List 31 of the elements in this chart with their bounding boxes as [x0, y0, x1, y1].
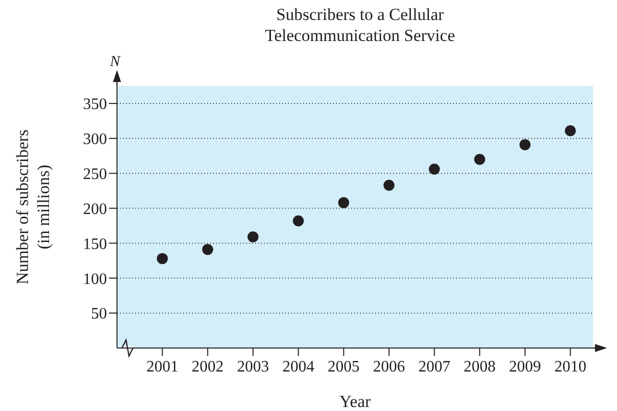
y-tick-label: 150	[83, 236, 107, 253]
y-tick-label: 250	[83, 166, 107, 184]
x-tick-label: 2010	[554, 358, 586, 376]
x-tick-label: 2002	[192, 358, 224, 376]
y-axis-title: Number of subscribers (in millions)	[13, 130, 53, 284]
x-tick-label: 2007	[418, 358, 450, 376]
point	[292, 215, 304, 226]
chart-title: Subscribers to a Cellular Telecommunication Service	[265, 5, 455, 45]
point	[248, 231, 258, 242]
text: N	[108, 54, 121, 70]
y-tick-label: 350	[83, 96, 107, 114]
point	[384, 180, 394, 191]
x-tick-label: 2009	[509, 358, 541, 376]
point	[474, 154, 486, 165]
x-tick-label: 2003	[237, 358, 269, 376]
point	[564, 125, 576, 136]
point	[202, 244, 214, 255]
x-tick-label: 2005	[328, 358, 360, 376]
x-axis-title: Year	[339, 392, 371, 411]
y-tick-label: 300	[83, 131, 107, 148]
x-tick-label: 2001	[146, 358, 178, 376]
point	[338, 197, 350, 208]
x-tick-label: 2008	[464, 358, 496, 376]
x-tick-label: 2004	[282, 358, 314, 376]
x-tick-label: 2006	[373, 358, 405, 376]
point	[156, 253, 168, 264]
y-tick-label: 200	[83, 200, 107, 218]
y-tick-label: 100	[83, 270, 107, 288]
y-tick-label: 50	[91, 306, 107, 323]
point	[520, 139, 530, 150]
point	[428, 164, 440, 175]
